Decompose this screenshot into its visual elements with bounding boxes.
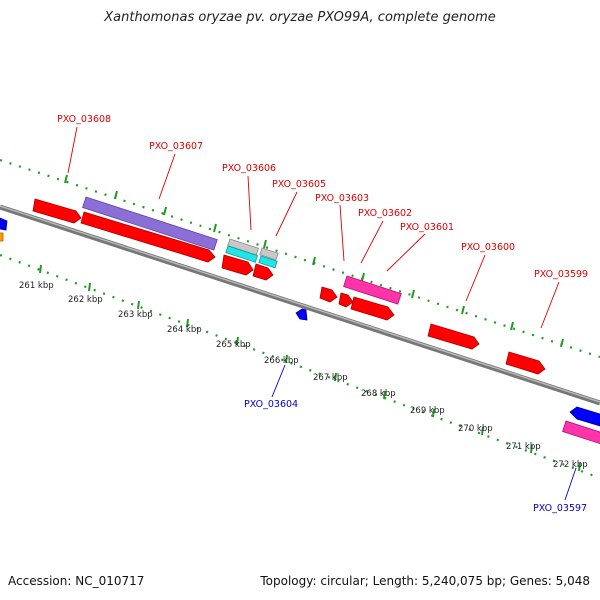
- leader-PXO_03608: [67, 126, 78, 174]
- inner-scale-tick: [88, 282, 91, 292]
- genome-summary-label: Topology: circular; Length: 5,240,075 bp…: [260, 574, 590, 588]
- outer-scale-ticks: [64, 174, 564, 348]
- reverse-strand-genes: [0, 217, 600, 427]
- gene-left-edge[interactable]: [0, 217, 8, 231]
- accession-label: Accession: NC_010717: [8, 574, 145, 588]
- gene-label-PXO_03597[interactable]: PXO_03597: [533, 503, 587, 514]
- inner-scale-tick: [236, 336, 239, 346]
- gene-PXO_03598[interactable]: [569, 406, 600, 427]
- inner-scale-tick: [530, 444, 533, 454]
- scale-label: 265 kbp: [216, 340, 251, 350]
- outer-scale-tick: [510, 321, 514, 331]
- inner-scale-tick: [186, 318, 189, 328]
- outer-scale-tick: [263, 239, 267, 249]
- scale-label: 267 kbp: [313, 373, 348, 383]
- leader-PXO_03600: [465, 254, 486, 302]
- leader-PXO_03606: [247, 175, 252, 231]
- inner-tick-ring: [0, 253, 600, 480]
- gene-label-PXO_03603[interactable]: PXO_03603: [315, 193, 369, 204]
- cog-bar-orange[interactable]: [0, 232, 4, 242]
- inner-scale-tick: [383, 390, 386, 400]
- inner-scale-tick: [578, 462, 581, 472]
- outer-scale-tick: [64, 174, 68, 184]
- leader-PXO_03605: [275, 191, 298, 237]
- gene-label-PXO_03605[interactable]: PXO_03605: [272, 179, 326, 190]
- gene-labels: PXO_03608 PXO_03607 PXO_03606 PXO_03605 …: [57, 114, 588, 514]
- scale-labels: 261 kbp 262 kbp 263 kbp 264 kbp 265 kbp …: [19, 281, 588, 470]
- gene-label-PXO_03599[interactable]: PXO_03599: [534, 269, 588, 280]
- gene-label-PXO_03602[interactable]: PXO_03602: [358, 208, 412, 219]
- gene-PXO_03603[interactable]: [319, 286, 338, 303]
- gene-label-PXO_03608[interactable]: PXO_03608: [57, 114, 111, 125]
- gene-label-PXO_03604[interactable]: PXO_03604: [244, 399, 298, 410]
- cog-bar-gray-2[interactable]: [259, 247, 279, 261]
- inner-scale-tick: [334, 372, 337, 382]
- map-title: Xanthomonas oryzae pv. oryzae PXO99A, co…: [104, 10, 496, 25]
- forward-strand-genes: [32, 198, 546, 375]
- cog-bar-pink[interactable]: [343, 275, 402, 305]
- gene-PXO_03605[interactable]: [252, 263, 274, 281]
- leader-PXO_03607: [158, 153, 176, 200]
- scale-label: 272 kbp: [553, 460, 588, 470]
- gene-PXO_03601[interactable]: [350, 296, 395, 321]
- leader-PXO_03597: [564, 467, 577, 501]
- inner-scale-ticks: [39, 264, 581, 472]
- inner-scale-tick: [285, 354, 288, 364]
- inner-scale-tick: [481, 426, 484, 436]
- scale-label: 263 kbp: [118, 310, 153, 320]
- leader-PXO_03603: [339, 204, 345, 262]
- scale-label: 270 kbp: [458, 424, 493, 434]
- label-leaders: [67, 126, 577, 501]
- gene-PXO_03608[interactable]: [32, 198, 82, 224]
- outer-scale-tick: [560, 338, 564, 348]
- gene-PXO_03606[interactable]: [221, 254, 254, 276]
- leader-PXO_03599: [540, 281, 560, 329]
- scale-label: 262 kbp: [68, 295, 103, 305]
- scale-label: 261 kbp: [19, 281, 54, 291]
- outer-scale-tick: [361, 272, 365, 282]
- outer-scale-tick: [411, 289, 415, 299]
- cog-bar-pink-right[interactable]: [562, 420, 600, 445]
- scale-label: 266 kbp: [264, 356, 299, 366]
- gene-label-PXO_03601[interactable]: PXO_03601: [400, 222, 454, 233]
- inner-scale-tick: [432, 408, 435, 418]
- gene-label-PXO_03607[interactable]: PXO_03607: [149, 141, 203, 152]
- outer-scale-tick: [312, 256, 316, 266]
- genome-backbone-highlight: [0, 205, 600, 403]
- scale-label: 264 kbp: [167, 325, 202, 335]
- scale-label: 271 kbp: [506, 442, 541, 452]
- outer-scale-tick: [461, 305, 465, 315]
- scale-label: 268 kbp: [361, 389, 396, 399]
- inner-scale-tick: [39, 264, 42, 274]
- cog-bars: [0, 196, 600, 445]
- gene-PXO_03599[interactable]: [505, 351, 546, 375]
- gene-label-PXO_03606[interactable]: PXO_03606: [222, 163, 276, 174]
- outer-scale-tick: [114, 190, 118, 200]
- scale-label: 269 kbp: [410, 406, 445, 416]
- inner-scale-tick: [137, 300, 140, 310]
- leader-PXO_03602: [360, 220, 384, 264]
- genome-backbone: [0, 204, 600, 406]
- cog-bar-cyan-1[interactable]: [225, 245, 258, 263]
- leader-PXO_03604: [271, 364, 286, 398]
- gene-PXO_03607[interactable]: [80, 211, 216, 263]
- gene-PXO_03600[interactable]: [427, 323, 480, 350]
- cog-bar-purple[interactable]: [82, 196, 218, 251]
- cog-bar-cyan-2[interactable]: [258, 255, 278, 269]
- gene-PXO_03602[interactable]: [338, 292, 354, 308]
- gene-label-PXO_03600[interactable]: PXO_03600: [461, 242, 515, 253]
- outer-scale-tick: [213, 223, 217, 233]
- gene-PXO_03604[interactable]: [295, 308, 308, 321]
- leader-PXO_03601: [386, 233, 426, 272]
- outer-scale-tick: [163, 206, 167, 216]
